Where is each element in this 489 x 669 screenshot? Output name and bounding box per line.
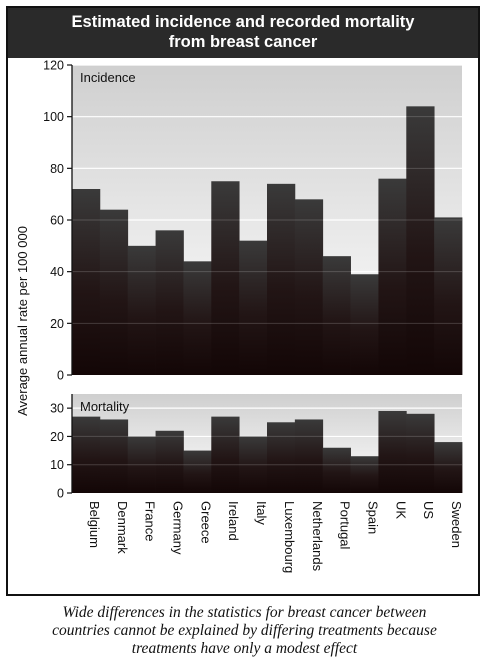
mortality-tick-label: 30	[50, 402, 64, 416]
incidence-bar-belgium	[72, 189, 101, 375]
category-label-netherlands: Netherlands	[310, 501, 325, 572]
incidence-bar-luxembourg	[267, 183, 296, 375]
category-label-uk: UK	[393, 501, 408, 519]
incidence-bar-greece	[183, 261, 212, 375]
incidence-bar-sweden	[434, 217, 463, 375]
category-label-italy: Italy	[254, 501, 269, 525]
category-label-sweden: Sweden	[449, 501, 464, 548]
incidence-bar-us	[406, 106, 435, 375]
incidence-bar-ireland	[211, 181, 240, 375]
incidence-bar-spain	[350, 274, 379, 375]
mortality-bar-france	[127, 436, 156, 493]
incidence-panel: 0 20 40 60 80 100 120 Incidence	[43, 59, 463, 383]
mortality-bar-us	[406, 413, 435, 493]
incidence-bar-italy	[239, 240, 268, 375]
incidence-tick-label: 60	[50, 214, 64, 228]
category-label-denmark: Denmark	[115, 501, 130, 554]
category-label-germany: Germany	[171, 501, 186, 555]
mortality-bar-netherlands	[294, 419, 324, 493]
mortality-bar-spain	[350, 456, 379, 493]
mortality-bar-uk	[378, 410, 407, 493]
category-label-france: France	[143, 501, 158, 541]
incidence-bar-france	[127, 245, 156, 375]
mortality-bar-ireland	[211, 416, 240, 493]
incidence-tick-label: 100	[43, 110, 64, 124]
mortality-bar-italy	[239, 436, 268, 493]
category-label-greece: Greece	[198, 501, 213, 544]
mortality-panel: 0 10 20 30 Mortality	[50, 394, 463, 501]
category-label-luxembourg: Luxembourg	[282, 501, 297, 573]
chart-canvas: 0 20 40 60 80 100 120 Incidence 0 10 20 30 Mortality…	[15, 59, 464, 574]
mortality-tick-label: 0	[57, 487, 64, 501]
mortality-panel-label: Mortality	[80, 399, 130, 414]
incidence-tick-label: 120	[43, 59, 64, 73]
mortality-bar-luxembourg	[267, 422, 296, 493]
mortality-bar-sweden	[434, 442, 463, 493]
title-bar: Estimated incidence and recorded mortali…	[8, 8, 478, 58]
category-label-belgium: Belgium	[87, 501, 102, 548]
incidence-panel-label: Incidence	[80, 70, 136, 85]
mortality-bar-germany	[155, 430, 184, 493]
incidence-tick-label: 80	[50, 162, 64, 176]
chart-title-line1: Estimated incidence and recorded mortali…	[71, 13, 415, 31]
incidence-bar-germany	[155, 230, 184, 375]
incidence-tick-label: 40	[50, 265, 64, 279]
mortality-tick-label: 20	[50, 430, 64, 444]
incidence-bar-netherlands	[294, 199, 324, 375]
mortality-bar-greece	[183, 450, 212, 493]
mortality-bar-portugal	[322, 447, 351, 493]
caption-line-2: countries cannot be explained by differi…	[52, 622, 437, 639]
category-label-us: US	[421, 501, 436, 519]
incidence-tick-label: 20	[50, 317, 64, 331]
incidence-bar-uk	[378, 178, 407, 375]
incidence-tick-label: 0	[57, 369, 64, 383]
category-label-portugal: Portugal	[338, 501, 353, 550]
caption-line-3: treatments have only a modest effect	[131, 640, 358, 657]
figure-caption: Wide differences in the statistics for b…	[0, 604, 489, 658]
mortality-bar-denmark	[99, 419, 129, 493]
y-axis-label: Average annual rate per 100 000	[15, 226, 30, 416]
chart-title-line2: from breast cancer	[168, 33, 318, 51]
incidence-bar-portugal	[322, 256, 351, 375]
incidence-bar-denmark	[99, 209, 129, 375]
category-label-ireland: Ireland	[226, 501, 241, 541]
caption-line-1: Wide differences in the statistics for b…	[62, 604, 427, 621]
mortality-bar-belgium	[72, 416, 101, 493]
mortality-tick-label: 10	[50, 458, 64, 472]
category-label-spain: Spain	[366, 501, 381, 534]
